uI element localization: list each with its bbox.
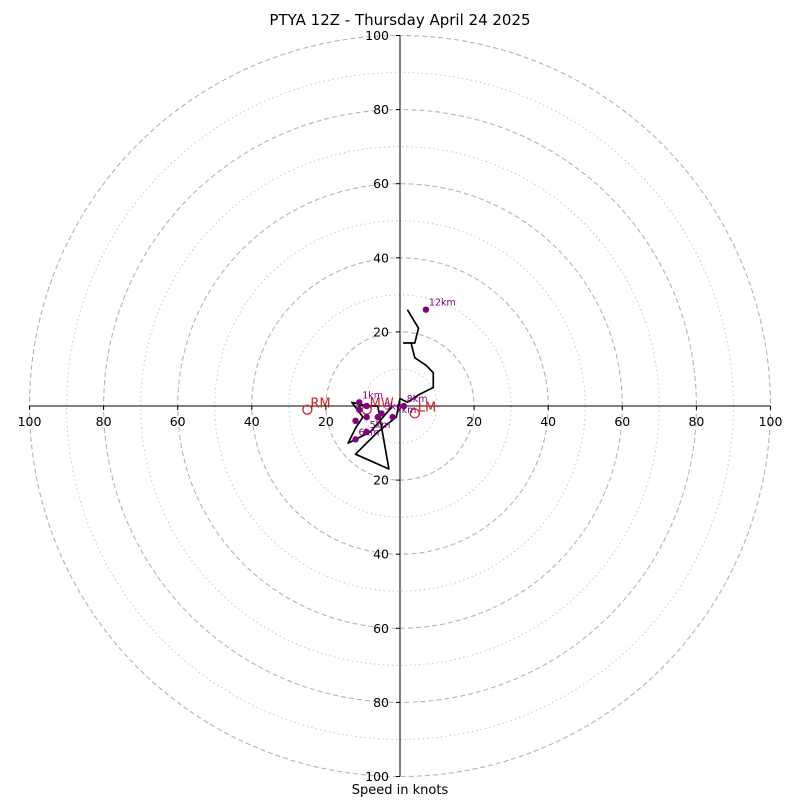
storm-motion-lm-marker (409, 408, 420, 419)
height-marker-point (356, 399, 363, 406)
height-marker-label: 1km (362, 390, 383, 401)
y-tick-label: 80 (373, 695, 389, 710)
x-tick-label: 80 (688, 414, 704, 429)
height-marker-point (363, 402, 370, 410)
y-tick-label: 40 (373, 547, 389, 562)
y-tick-label: 20 (373, 473, 389, 488)
height-marker-label: 7km (396, 405, 417, 416)
x-tick-label: 40 (244, 414, 260, 429)
height-marker-point (352, 436, 359, 443)
height-marker-label: 6km (359, 427, 380, 438)
hodograph-trace (347, 309, 435, 470)
height-marker-label: 12km (429, 298, 456, 309)
y-tick-label: 100 (365, 28, 389, 43)
height-marker-point (389, 413, 396, 421)
x-tick-label: 100 (18, 414, 42, 429)
chart-title: PTYA 12Z - Thursday April 24 2025 (269, 11, 531, 29)
y-tick-label: 40 (373, 250, 389, 265)
y-tick-label: 60 (373, 176, 389, 191)
height-marker-label: 8km (407, 394, 428, 405)
storm-motion-rm-marker (302, 404, 313, 415)
height-marker-label: 5km (370, 420, 391, 431)
height-marker-point (400, 402, 407, 410)
x-tick-label: 60 (170, 414, 186, 429)
axis-ticks: 100 80 60 40 20 20 40 60 80 100 100 80 60 40 20 20 40 60 8… (18, 28, 783, 784)
x-tick-label: 80 (96, 414, 112, 429)
x-tick-label: 40 (540, 414, 556, 429)
height-marker-point (363, 413, 370, 421)
axes (29, 35, 771, 777)
y-tick-label: 60 (373, 621, 389, 636)
height-marker-point (363, 428, 370, 436)
height-marker-label: 3km (384, 401, 405, 412)
height-marker-point (422, 306, 430, 313)
x-axis-label: Speed in knots (351, 783, 449, 798)
y-tick-label: 20 (373, 324, 389, 339)
x-tick-label: 100 (759, 414, 783, 429)
height-marker-point (352, 417, 359, 425)
x-tick-label: 20 (318, 414, 334, 429)
storm-motion-rm-label: RM (310, 397, 330, 412)
x-tick-label: 60 (614, 414, 630, 429)
storm-motion-lm-label: LM (418, 400, 436, 415)
y-tick-label: 80 (373, 102, 389, 117)
storm-motion-mw-label: MW (370, 397, 394, 412)
height-marker-point (356, 406, 363, 413)
y-tick-label: 100 (365, 769, 389, 784)
height-marker-point (378, 410, 385, 417)
hodograph-line (347, 309, 435, 470)
x-tick-label: 20 (466, 414, 482, 429)
